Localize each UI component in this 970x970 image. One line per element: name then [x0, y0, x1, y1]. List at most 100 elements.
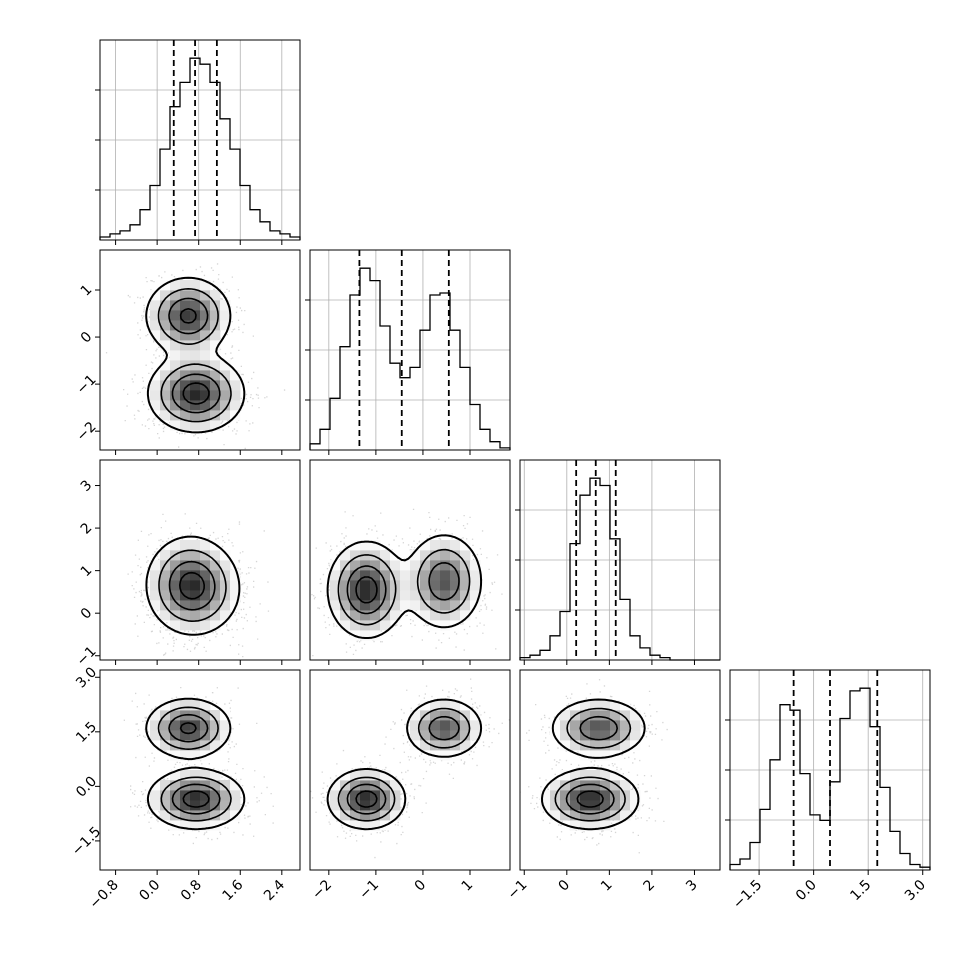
density-cell [370, 540, 381, 551]
contour-line-2-3-1 [554, 707, 632, 822]
density-cell [550, 780, 561, 791]
density-cell [220, 390, 231, 401]
density-cell [200, 700, 211, 711]
density-cell [220, 300, 231, 311]
density-cell [380, 570, 391, 581]
density-cell [350, 810, 361, 821]
density-cell [630, 730, 641, 741]
density-cell [160, 590, 171, 601]
y-tick-label-3-3: 3.0 [73, 664, 100, 691]
density-cell [620, 800, 631, 811]
contour-line-2-3-2 [565, 715, 618, 815]
contour-line-1-2-0 [326, 534, 483, 639]
density-cell [230, 780, 241, 791]
density-cell [630, 790, 641, 801]
density-cell [370, 810, 381, 821]
contour-line-0-2-0 [145, 535, 241, 636]
density-cell [180, 280, 191, 291]
x-tick-label-1-2: 0 [412, 877, 430, 895]
density-cell [430, 710, 441, 721]
density-cell [550, 800, 561, 811]
density-cell [580, 700, 591, 711]
density-cell [430, 540, 441, 551]
density-cell [590, 700, 601, 711]
density-cell [200, 820, 211, 831]
density-cell [150, 730, 161, 741]
contour-line-0-3-3 [179, 722, 210, 808]
density-cell [350, 610, 361, 621]
density-cell [200, 410, 211, 421]
density-cell [190, 420, 201, 431]
density-cell [180, 540, 191, 551]
density-cell [160, 550, 171, 561]
density-cell [150, 580, 161, 591]
density-cell [190, 820, 201, 831]
density-cell [620, 720, 631, 731]
density-cell [190, 280, 201, 291]
density-cell [200, 770, 211, 781]
density-cell [600, 810, 611, 821]
density-cell [580, 770, 591, 781]
density-cell [160, 290, 171, 301]
density-cell [390, 600, 401, 611]
density-cell [430, 580, 441, 591]
density-cell [470, 590, 481, 601]
density-cell [180, 720, 191, 731]
density-cell [230, 800, 241, 811]
density-cell [160, 300, 171, 311]
density-cell [210, 600, 221, 611]
density-cell [360, 580, 371, 591]
contour-line-1-3-1 [337, 707, 471, 822]
contour-line-0-1-0 [145, 276, 246, 434]
density-cell [180, 740, 191, 751]
density-panel-0-3 [123, 687, 274, 845]
density-cell [340, 560, 351, 571]
density-panel-1-2 [311, 508, 503, 657]
density-cell [190, 740, 201, 751]
histogram-2 [519, 477, 720, 661]
density-cell [210, 710, 221, 721]
density-cell [190, 540, 201, 551]
density-cell [420, 730, 431, 741]
density-cell [200, 720, 211, 731]
density-cell [420, 590, 431, 601]
density-cell [550, 810, 561, 821]
density-cell [200, 540, 211, 551]
density-cell [180, 310, 191, 321]
density-cell [190, 750, 201, 761]
y-tick-label-1-0: −2 [74, 419, 100, 445]
density-cell [350, 560, 361, 571]
density-cell [190, 790, 201, 801]
density-cell [460, 710, 471, 721]
density-cell [560, 710, 571, 721]
contour-line-0-2-3 [179, 571, 205, 600]
density-cell [590, 730, 601, 741]
density-cell [180, 370, 191, 381]
density-cell [430, 610, 441, 621]
contour-line-1-3-2 [346, 715, 460, 815]
density-cell [170, 360, 181, 371]
contour-line-1-2-3 [355, 576, 378, 604]
density-cell [590, 800, 601, 811]
density-cell [350, 780, 361, 791]
density-cell [330, 570, 341, 581]
density-cell [370, 770, 381, 781]
density-cell [200, 790, 211, 801]
y-tick-label-2-3: 2 [78, 520, 96, 538]
density-cell [170, 620, 181, 631]
density-cell [150, 370, 161, 381]
density-cell [630, 710, 641, 721]
density-cell [360, 770, 371, 781]
density-cell [160, 580, 171, 591]
density-cell [470, 730, 481, 741]
density-cell [220, 560, 231, 571]
density-cell [160, 800, 171, 811]
density-cell [170, 330, 181, 341]
density-cell [560, 800, 571, 811]
density-cell [610, 700, 621, 711]
density-cell [210, 310, 221, 321]
density-cell [190, 330, 201, 341]
density-cell [190, 410, 201, 421]
density-cell [400, 600, 411, 611]
grid-layer [100, 40, 930, 870]
